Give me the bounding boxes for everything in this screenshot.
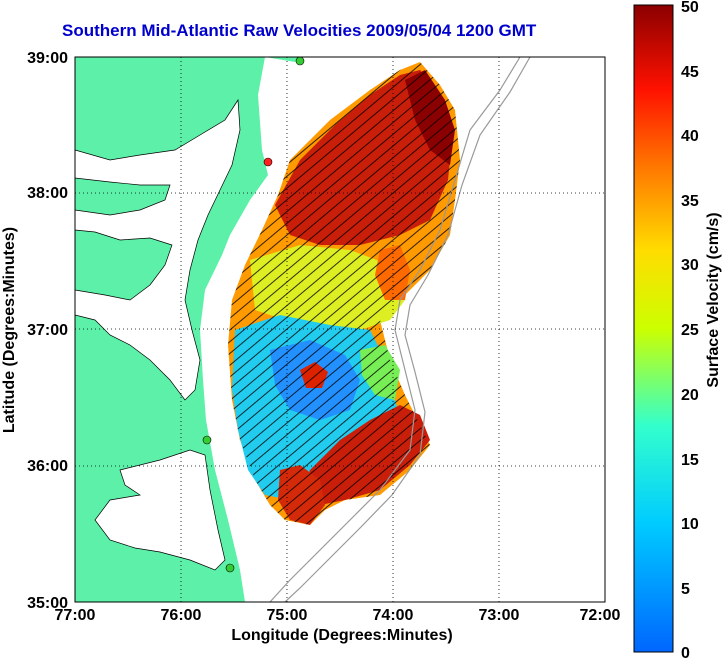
map-title: Southern Mid-Atlantic Raw Velocities 200… [62,21,537,40]
y-ticks: 35:00 36:00 37:00 38:00 39:00 [27,50,68,612]
plot-frame [74,56,606,603]
velocity-field [228,62,460,525]
y-tick-label: 38:00 [27,185,68,202]
y-tick-label: 36:00 [27,458,68,475]
x-tick-label: 77:00 [55,607,96,624]
station-marker-icon [225,563,235,573]
x-axis-label: Longitude (Degrees:Minutes) [231,627,452,644]
station-marker-icon [295,57,305,66]
y-tick-label: 39:00 [27,50,68,67]
x-tick-label: 73:00 [479,607,520,624]
station-marker-icon [202,435,212,445]
bathymetry-contour-2 [284,57,531,602]
colorbar-tick-label: 45 [681,64,699,81]
colorbar-tick-label: 15 [681,452,699,469]
colorbar-ticks: 0 5 10 15 20 25 30 35 40 45 50 [681,0,699,659]
x-tick-label: 74:00 [373,607,414,624]
y-tick-label: 37:00 [27,322,68,339]
colorbar-tick-label: 5 [681,581,690,598]
x-tick-label: 72:00 [580,607,621,624]
colorbar-tick-label: 40 [681,128,699,145]
colorbar-tick-label: 25 [681,322,699,339]
colorbar-tick-label: 35 [681,193,699,210]
velocity-arrows [228,62,460,525]
x-ticks: 77:00 76:00 75:00 74:00 73:00 72:00 [55,607,621,624]
colorbar-tick-label: 0 [681,645,690,659]
y-tick-label: 35:00 [27,595,68,612]
y-axis-label: Latitude (Degrees:Minutes) [1,227,18,433]
colorbar-tick-label: 10 [681,516,699,533]
pamlico-sound [94,449,226,571]
chesapeake-bay [75,98,241,401]
x-tick-label: 75:00 [267,607,308,624]
grid [75,57,605,602]
bathymetry-contour [269,57,521,602]
land-nj [265,57,302,62]
colorbar-tick-label: 20 [681,387,699,404]
colorbar-label: Surface Velocity (cm/s) [705,212,722,387]
station-marker-icon [263,157,273,167]
x-tick-label: 76:00 [161,607,202,624]
colorbar-tick-label: 50 [681,0,699,16]
colorbar-tick-label: 30 [681,257,699,274]
colorbar [633,4,674,653]
